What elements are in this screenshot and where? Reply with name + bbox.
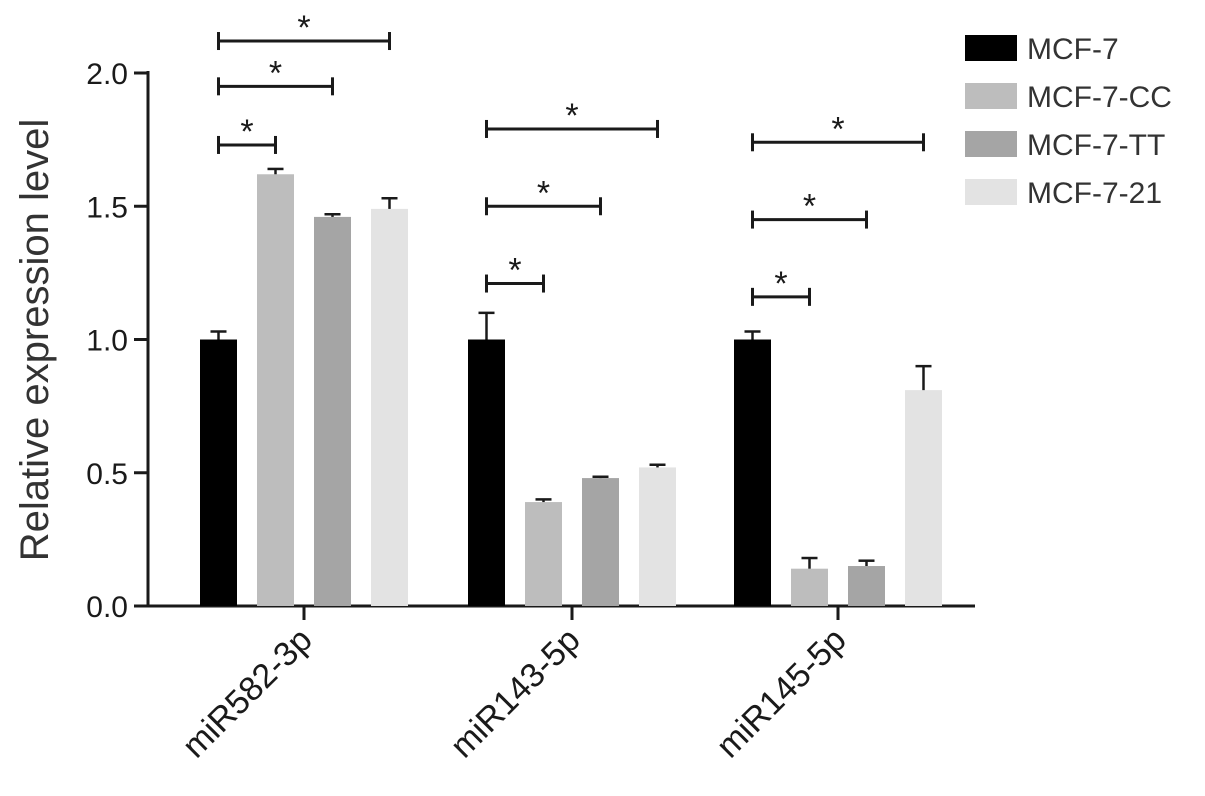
legend-swatch: [965, 131, 1017, 157]
plot-area: 0.0 0.5 1.0 1.5 2.0 miR582-3p miR143-5p miR145-…: [86, 9, 975, 765]
y-tick-label: 1.0: [86, 325, 128, 358]
bar: [848, 566, 885, 606]
significance-marker: *: [269, 54, 282, 92]
significance-marker: *: [774, 265, 787, 303]
bar: [791, 568, 828, 606]
x-tick-label: miR145-5p: [709, 621, 853, 765]
legend-swatch: [965, 179, 1017, 205]
x-tick-label: miR582-3p: [175, 621, 319, 765]
bar: [639, 467, 676, 606]
y-axis-label: Relative expression level: [13, 119, 57, 561]
bar: [468, 339, 505, 606]
x-tick-label: miR143-5p: [443, 621, 587, 765]
significance-marker: *: [565, 97, 578, 135]
bar: [371, 208, 408, 607]
y-tick-label: 0.0: [86, 591, 128, 624]
significance-marker: *: [240, 113, 253, 151]
significance-marker: *: [831, 110, 844, 148]
significance-marker: *: [537, 174, 550, 212]
bar: [582, 478, 619, 606]
bar: [257, 174, 294, 606]
bar: [314, 216, 351, 606]
legend-label: MCF-7: [1027, 33, 1119, 66]
significance-marker: *: [297, 9, 310, 47]
legend: MCF-7 MCF-7-CC MCF-7-TT MCF-7-21: [965, 33, 1172, 210]
significance-marker: *: [508, 252, 521, 290]
bar: [905, 390, 942, 606]
bar: [525, 502, 562, 606]
y-tick-label: 1.5: [86, 191, 128, 224]
y-tick-label: 0.5: [86, 458, 128, 491]
legend-label: MCF-7-21: [1027, 177, 1162, 210]
legend-label: MCF-7-CC: [1027, 81, 1172, 114]
bar: [734, 339, 771, 606]
legend-label: MCF-7-TT: [1027, 129, 1165, 162]
y-tick-label: 2.0: [86, 58, 128, 91]
bar: [200, 339, 237, 606]
significance-marker: *: [803, 188, 816, 226]
legend-swatch: [965, 35, 1017, 61]
legend-swatch: [965, 83, 1017, 109]
